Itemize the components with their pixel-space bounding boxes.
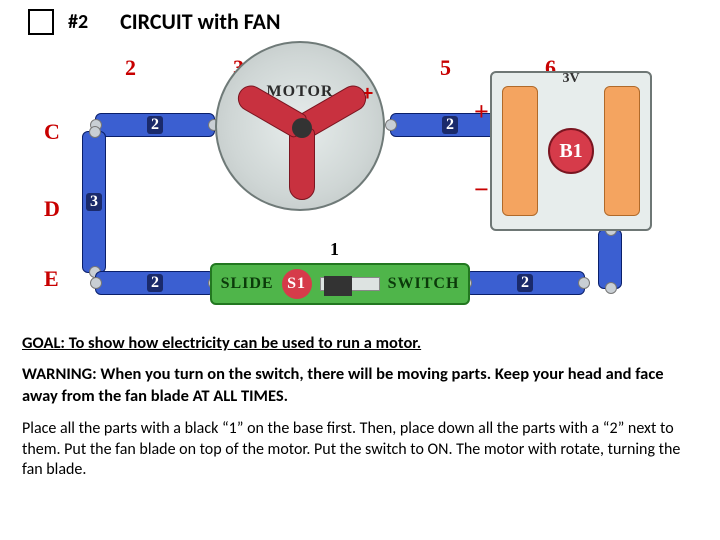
level-1-label: 1: [330, 239, 339, 260]
snap-wire: 2: [465, 271, 585, 295]
fan-blade: [289, 128, 315, 200]
text-content: GOAL: To show how electricity can be use…: [0, 329, 720, 481]
snap-wire: 2: [95, 271, 215, 295]
instructions-text: Place all the parts with a black “1” on …: [22, 419, 696, 480]
exercise-number: #2: [68, 10, 88, 34]
row-label-D: D: [44, 196, 60, 222]
row-label-E: E: [44, 266, 59, 292]
circuit-diagram: 2 3 5 6 C D E 2 2 3 2 2 1 1 MOTOR + 3V B…: [40, 41, 680, 321]
header: #2 CIRCUIT with FAN: [0, 0, 720, 39]
page-title: CIRCUIT with FAN: [120, 8, 280, 35]
battery-cell: [502, 86, 538, 216]
battery-pack: 3V B1 + −: [490, 71, 652, 231]
slide-switch: SLIDE S1 SWITCH: [210, 263, 470, 305]
row-label-C: C: [44, 119, 60, 145]
goal-text: GOAL: To show how electricity can be use…: [22, 333, 696, 354]
voltage-label: 3V: [562, 71, 579, 87]
warning-text: WARNING: When you turn on the switch, th…: [22, 364, 696, 407]
switch-switch-text: SWITCH: [388, 275, 460, 293]
switch-knob: [324, 276, 352, 296]
snap-wire: 2: [95, 113, 215, 137]
checkbox[interactable]: [28, 9, 54, 35]
plus-icon: +: [474, 97, 489, 127]
motor-fan: MOTOR +: [215, 41, 385, 211]
switch-slide-text: SLIDE: [221, 275, 274, 293]
battery-cell: [604, 86, 640, 216]
col-label-5: 5: [440, 55, 451, 81]
switch-s1-badge: S1: [282, 269, 312, 299]
battery-b1-badge: B1: [548, 128, 594, 174]
fan-hub: [292, 118, 312, 138]
snap-wire: [598, 229, 622, 289]
snap-wire: 3: [82, 131, 106, 273]
minus-icon: −: [474, 175, 489, 205]
col-label-2: 2: [125, 55, 136, 81]
